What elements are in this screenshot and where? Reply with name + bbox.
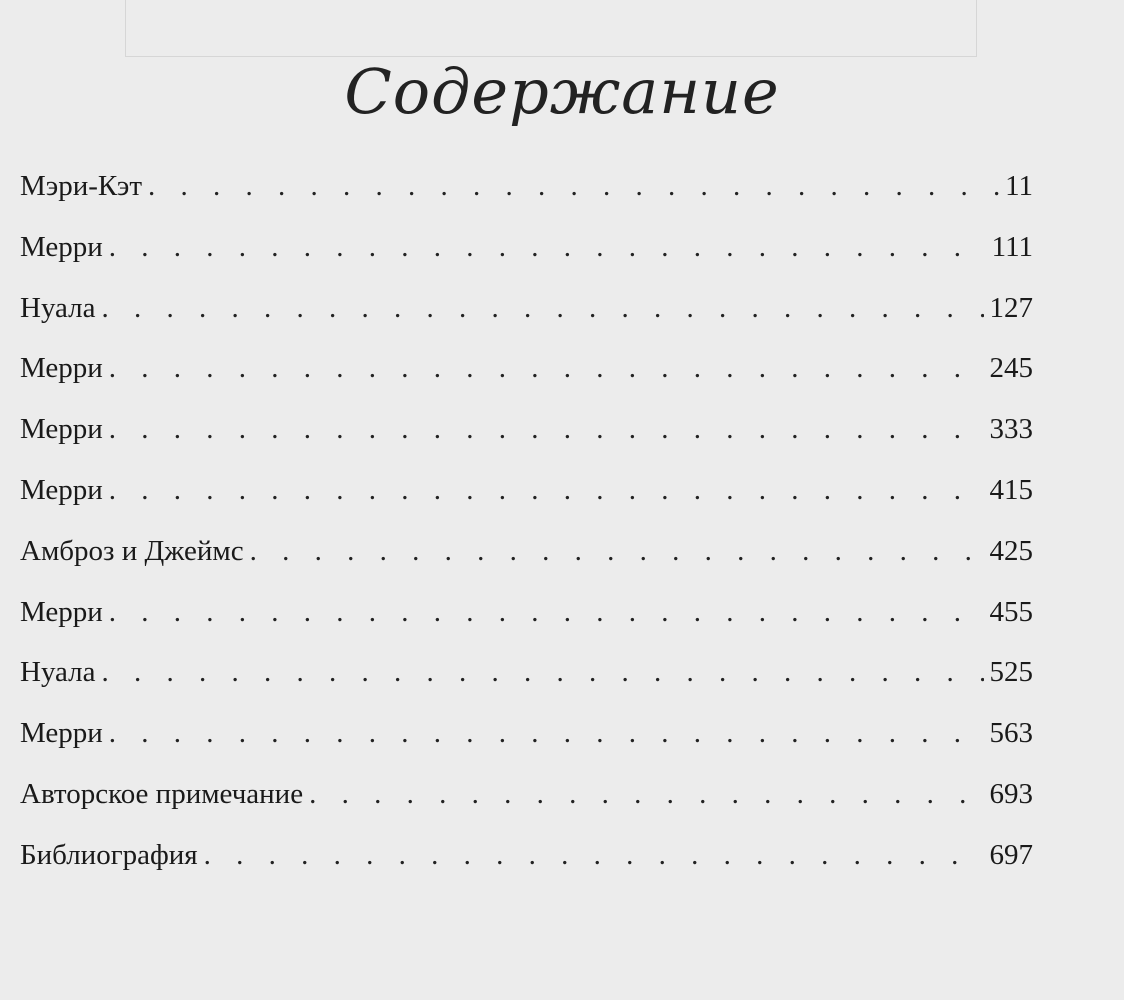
toc-entry-page: 525 (989, 656, 1034, 689)
toc-entry-title: Библиография (20, 838, 198, 871)
dot-leader (148, 170, 999, 203)
toc-entry: Мерри 455 (20, 596, 1033, 657)
toc-entry: Мэри-Кэт 11 (20, 170, 1033, 231)
toc-entry-page: 415 (989, 473, 1034, 506)
page-title: Содержание (344, 55, 780, 128)
bleed-through-frame (125, 0, 977, 57)
dot-leader (109, 352, 984, 385)
toc-entry-page: 563 (989, 717, 1034, 750)
toc-entry-title: Нуала (20, 656, 96, 689)
toc-entry-title: Мерри (20, 473, 103, 506)
toc-entry-title: Мерри (20, 595, 103, 628)
dot-leader (109, 413, 984, 446)
dot-leader (109, 474, 984, 507)
toc-entry-page: 693 (989, 777, 1034, 810)
table-of-contents: Мэри-Кэт 11 Мерри 111 Нуала 127 Мерри 245 Мерри 3… (20, 170, 1033, 900)
toc-entry: Мерри 333 (20, 413, 1033, 474)
dot-leader (109, 717, 984, 750)
toc-entry-title: Амброз и Джеймс (20, 534, 244, 567)
toc-entry: Мерри 111 (20, 231, 1033, 292)
toc-entry: Мерри 563 (20, 717, 1033, 778)
dot-leader (309, 778, 983, 811)
toc-entry: Нуала 525 (20, 656, 1033, 717)
dot-leader (109, 596, 984, 629)
toc-entry: Нуала 127 (20, 292, 1033, 353)
toc-entry-page: 11 (1005, 170, 1033, 202)
toc-entry-page: 425 (989, 534, 1034, 567)
toc-entry-page: 111 (991, 230, 1033, 263)
dot-leader (204, 839, 984, 872)
toc-entry-title: Нуала (20, 291, 96, 324)
toc-entry-page: 455 (989, 595, 1034, 628)
toc-entry: Мерри 415 (20, 474, 1033, 535)
dot-leader (109, 231, 986, 264)
toc-entry-title: Мэри-Кэт (20, 170, 142, 202)
toc-entry: Авторское примечание 693 (20, 778, 1033, 839)
toc-entry: Библиография 697 (20, 839, 1033, 900)
toc-entry-page: 245 (989, 352, 1034, 385)
toc-entry-title: Мерри (20, 230, 103, 263)
toc-entry-title: Мерри (20, 352, 103, 385)
dot-leader (250, 535, 984, 568)
dot-leader (102, 292, 984, 325)
toc-entry-page: 127 (989, 291, 1034, 324)
dot-leader (102, 656, 984, 689)
toc-entry-title: Авторское примечание (20, 777, 304, 810)
toc-entry-title: Мерри (20, 717, 103, 750)
toc-entry-page: 697 (989, 838, 1034, 871)
toc-entry: Мерри 245 (20, 352, 1033, 413)
toc-entry: Амброз и Джеймс 425 (20, 535, 1033, 596)
toc-entry-page: 333 (989, 413, 1034, 446)
toc-entry-title: Мерри (20, 413, 103, 446)
